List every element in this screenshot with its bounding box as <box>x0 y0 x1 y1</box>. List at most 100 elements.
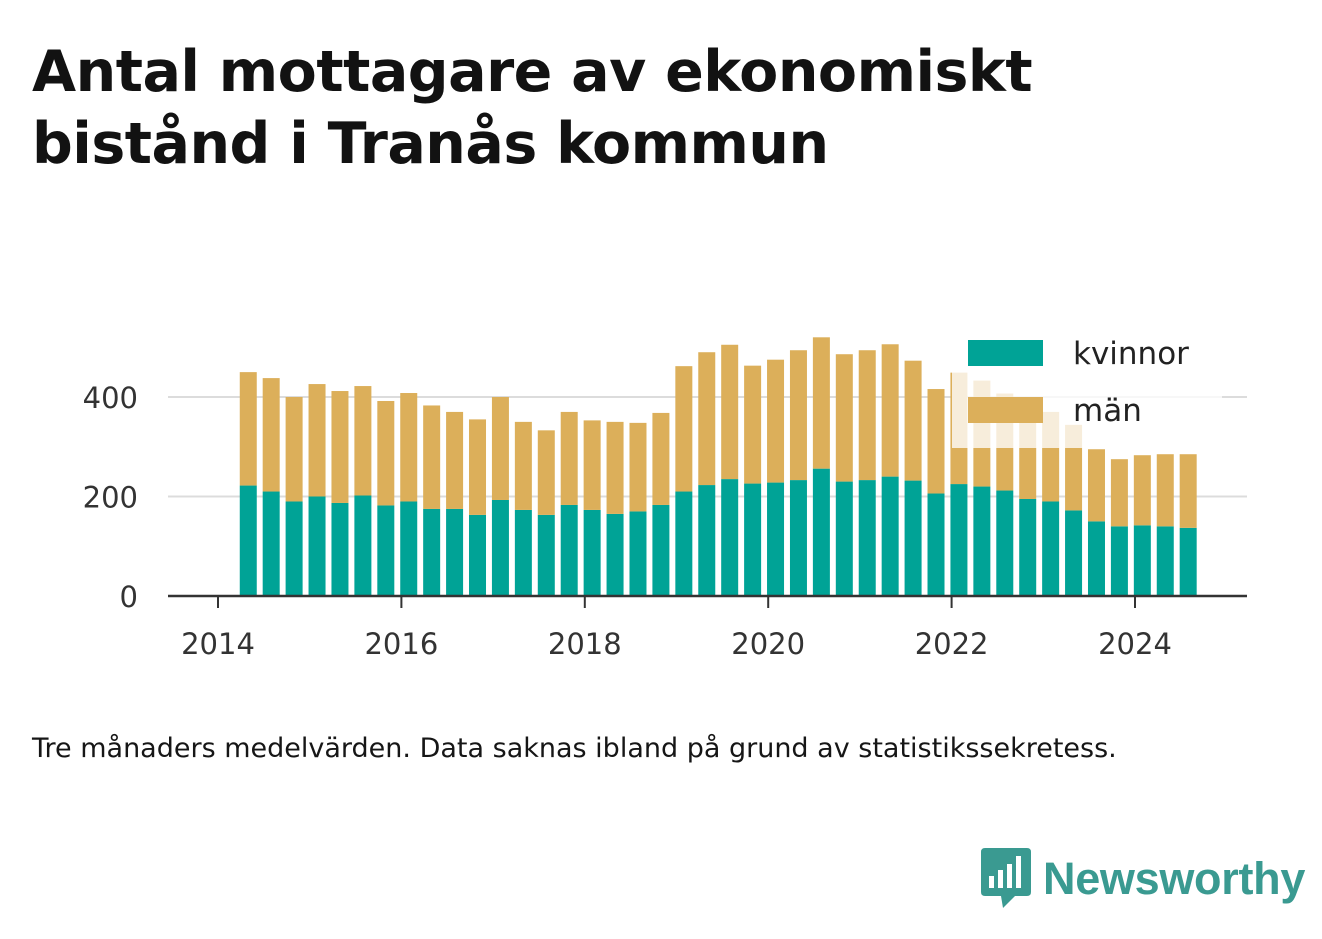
bar-man <box>491 397 509 500</box>
bar-kvinnor <box>675 491 693 596</box>
bar-kvinnor <box>698 485 716 596</box>
bar-kvinnor <box>927 493 945 596</box>
x-tick-label: 2024 <box>1098 627 1172 661</box>
bar-kvinnor <box>583 509 601 596</box>
bar-kvinnor <box>560 504 578 596</box>
bar-kvinnor <box>400 501 418 596</box>
bar-man <box>423 405 441 509</box>
bar-man <box>400 393 418 502</box>
bar-man <box>1179 454 1197 528</box>
bar-man <box>331 391 349 503</box>
bar-kvinnor <box>1110 526 1128 596</box>
bar-kvinnor <box>996 490 1014 596</box>
y-tick-label: 200 <box>83 481 138 515</box>
bar-man <box>377 400 395 506</box>
newsworthy-icon <box>981 848 1031 908</box>
bar-kvinnor <box>491 499 509 596</box>
legend-label: män <box>1073 393 1142 429</box>
bar-man <box>927 389 945 494</box>
bar-man <box>285 397 303 502</box>
y-tick-label: 0 <box>120 580 138 614</box>
bar-man <box>469 419 487 515</box>
page-title: Antal mottagare av ekonomiskt bistånd i … <box>32 39 1033 177</box>
bar-man <box>744 365 762 484</box>
bar-kvinnor <box>1019 498 1037 596</box>
bar-man <box>858 350 876 481</box>
bar-man <box>789 350 807 481</box>
bar-man <box>904 360 922 481</box>
bar-kvinnor <box>1065 510 1083 596</box>
bar-man <box>354 386 372 496</box>
bar-kvinnor <box>446 508 464 596</box>
bar-man <box>583 420 601 510</box>
bar-kvinnor <box>812 468 830 596</box>
x-tick-label: 2016 <box>364 627 438 661</box>
bar-kvinnor <box>514 509 532 596</box>
bar-man <box>560 411 578 505</box>
bar-kvinnor <box>308 496 326 596</box>
bar-kvinnor <box>904 480 922 596</box>
x-tick-label: 2020 <box>731 627 805 661</box>
bar-man <box>606 421 624 514</box>
bar-man <box>514 421 532 510</box>
y-tick-label: 400 <box>83 381 138 415</box>
bar-man <box>835 354 853 482</box>
bar-man <box>262 378 280 492</box>
bar-kvinnor <box>377 505 395 596</box>
bar-kvinnor <box>744 483 762 596</box>
brand-logo: Newsworthy <box>981 848 1305 910</box>
bar-man <box>629 422 647 512</box>
axes: 0 200 400 2014 2016 2018 2020 2022 2024 <box>83 381 1247 661</box>
bars <box>239 337 1197 596</box>
bar-kvinnor <box>973 486 991 596</box>
bar-kvinnor <box>262 491 280 596</box>
bar-man <box>446 411 464 509</box>
bar-kvinnor <box>354 495 372 596</box>
bar-kvinnor <box>1087 521 1105 596</box>
stacked-bar-chart: 0 200 400 2014 2016 2018 2020 2022 2024 kvinnor m… <box>82 330 1247 661</box>
x-tick-label: 2022 <box>915 627 989 661</box>
legend: kvinnor män <box>952 330 1222 448</box>
bar-kvinnor <box>285 501 303 596</box>
footnote: Tre månaders medelvärden. Data saknas ib… <box>32 733 1117 764</box>
bar-kvinnor <box>1133 525 1151 596</box>
bar-kvinnor <box>950 484 968 596</box>
bar-kvinnor <box>789 480 807 596</box>
bar-kvinnor <box>858 480 876 596</box>
bar-man <box>1133 455 1151 526</box>
bar-man <box>881 344 899 477</box>
bar-kvinnor <box>835 481 853 596</box>
bar-man <box>698 352 716 486</box>
brand-name: Newsworthy <box>1043 853 1306 904</box>
bar-kvinnor <box>537 514 555 596</box>
bar-man <box>652 412 670 505</box>
bar-kvinnor <box>1042 501 1060 596</box>
x-tick-label: 2018 <box>548 627 622 661</box>
bar-kvinnor <box>721 479 739 596</box>
bar-man <box>308 384 326 497</box>
bar-man <box>1087 449 1105 522</box>
bar-kvinnor <box>629 511 647 596</box>
bar-man <box>1156 454 1174 527</box>
bar-kvinnor <box>239 485 257 596</box>
bar-kvinnor <box>1179 527 1197 596</box>
bar-kvinnor <box>767 482 785 596</box>
bar-man <box>675 366 693 492</box>
bar-man <box>537 430 555 515</box>
bar-man <box>1110 459 1128 527</box>
x-tick-label: 2014 <box>181 627 255 661</box>
bar-kvinnor <box>423 508 441 596</box>
bar-kvinnor <box>606 513 624 596</box>
bar-man <box>812 337 830 469</box>
bar-kvinnor <box>469 514 487 596</box>
bar-man <box>239 372 257 486</box>
bar-man <box>721 344 739 480</box>
legend-swatch <box>968 397 1043 423</box>
bar-kvinnor <box>881 476 899 596</box>
legend-swatch <box>968 340 1043 366</box>
bar-kvinnor <box>1156 526 1174 596</box>
legend-label: kvinnor <box>1073 336 1189 372</box>
bar-man <box>767 359 785 483</box>
bar-kvinnor <box>652 504 670 596</box>
bar-kvinnor <box>331 502 349 596</box>
